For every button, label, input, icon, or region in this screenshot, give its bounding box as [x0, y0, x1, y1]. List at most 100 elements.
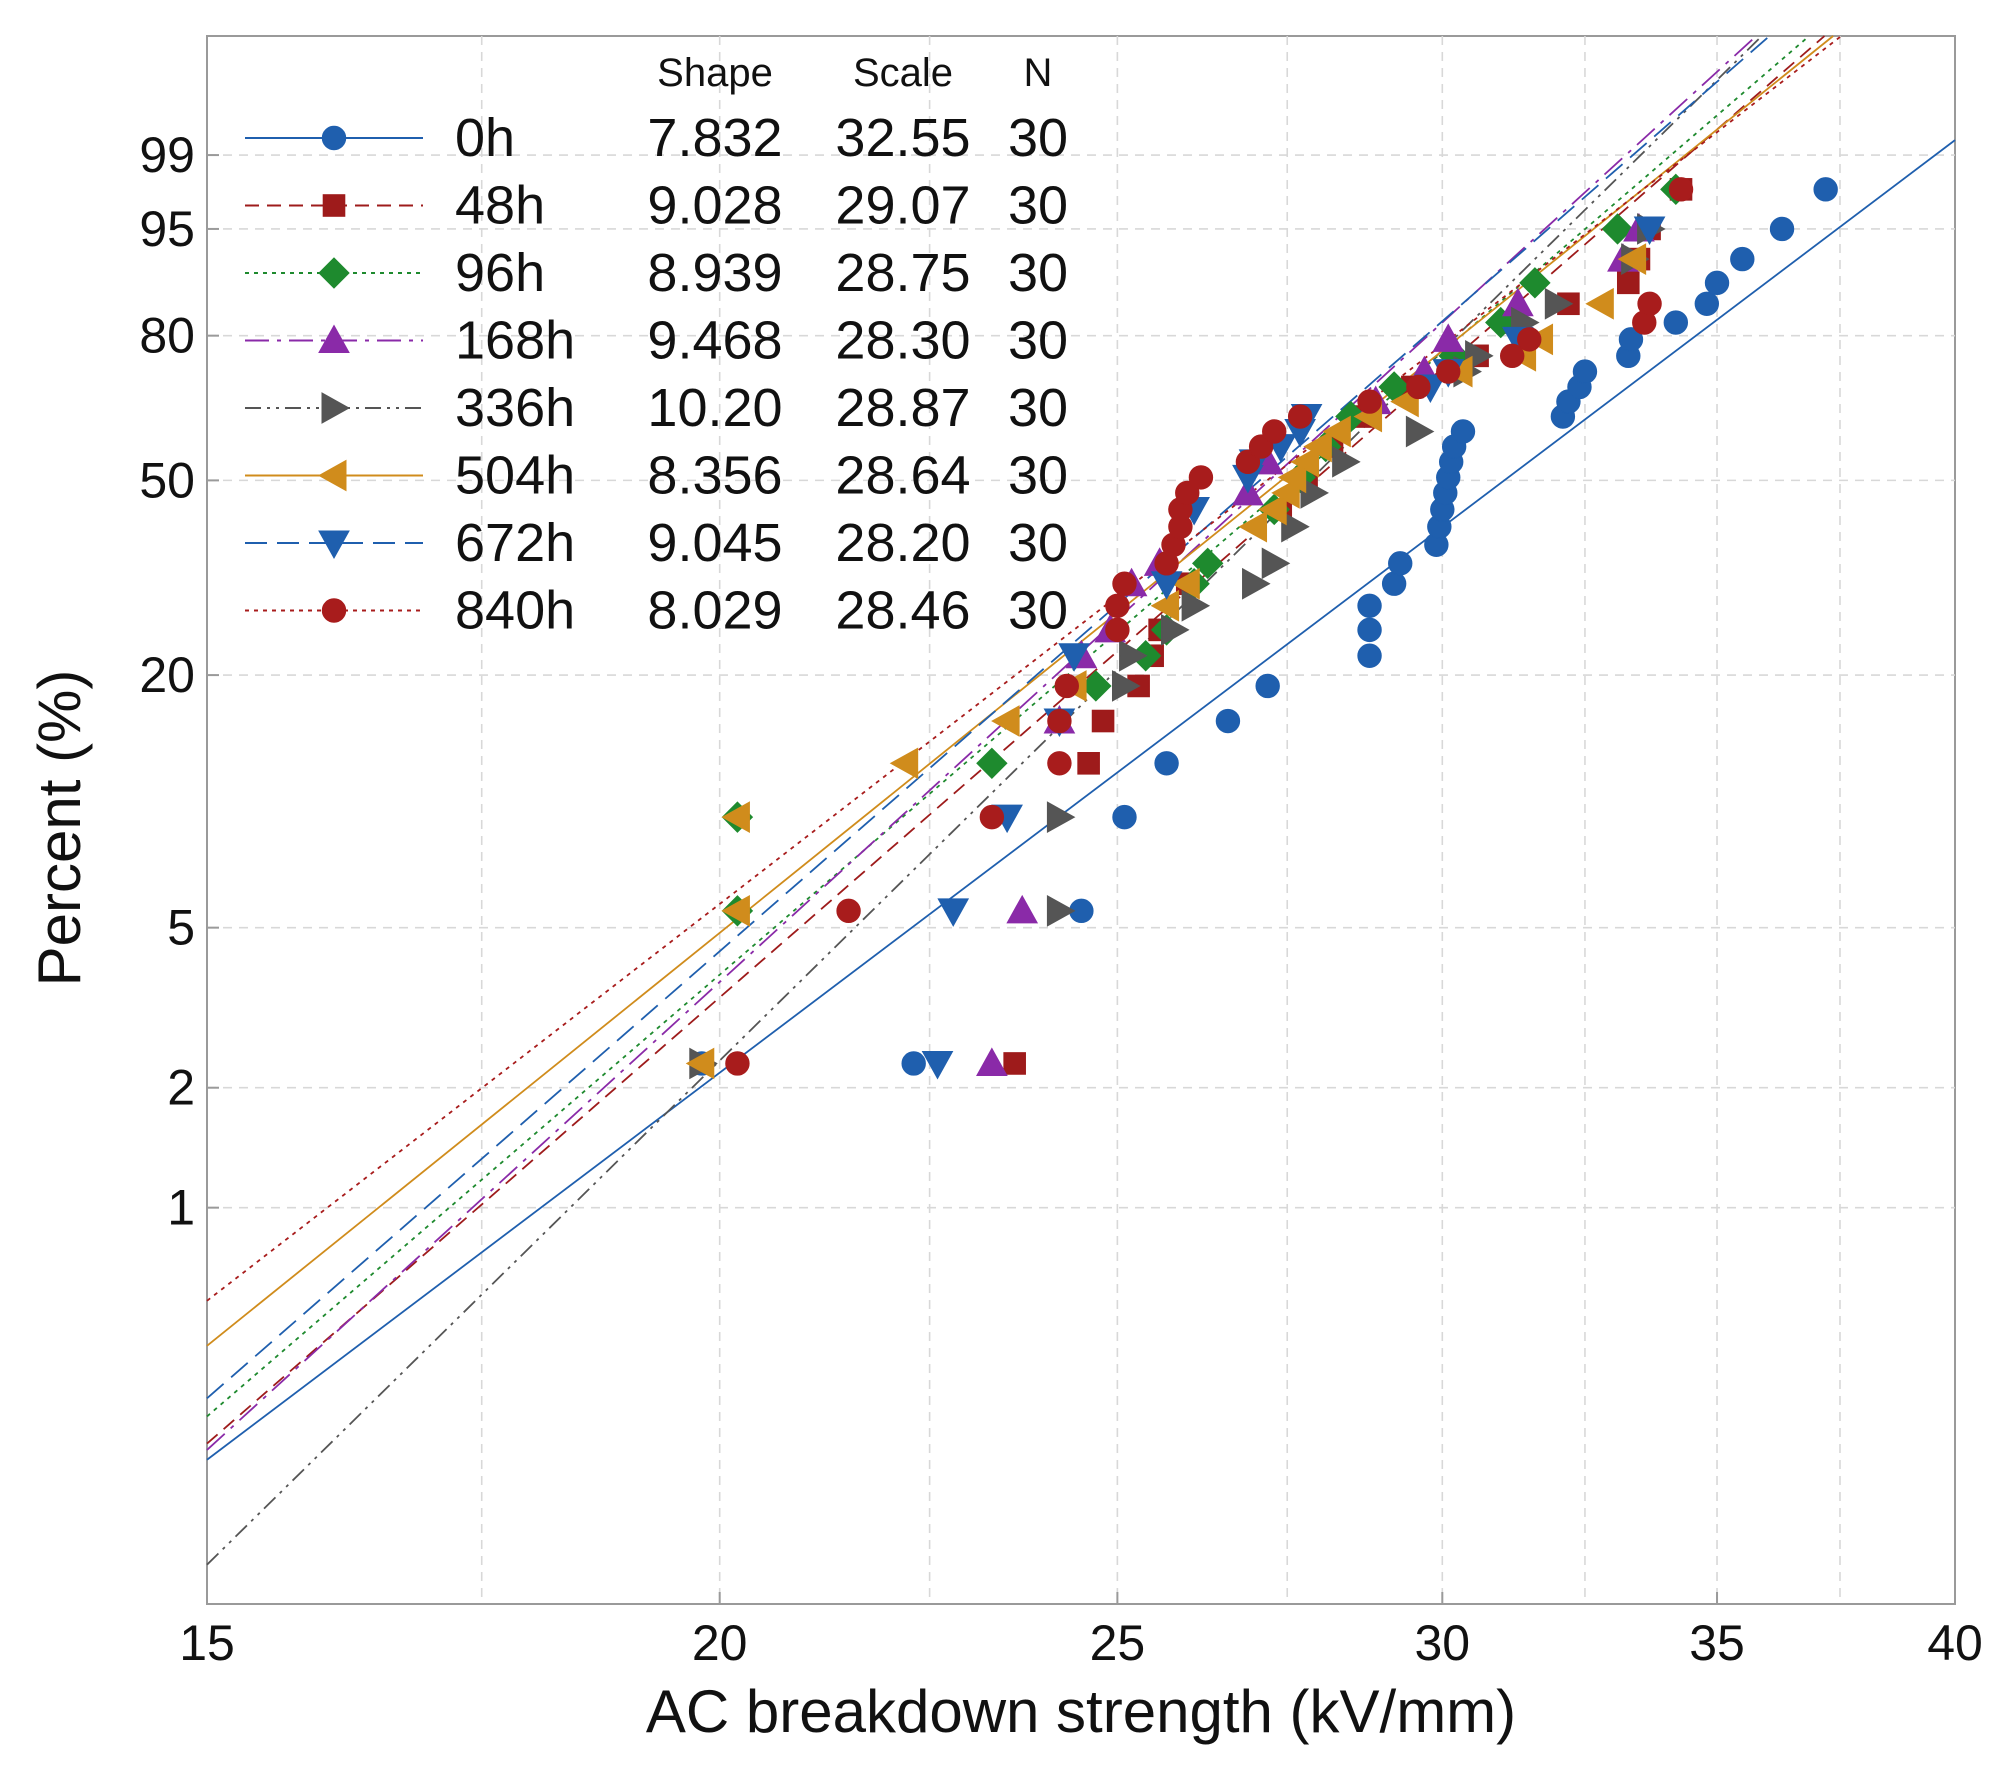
- point-0h: [1694, 291, 1720, 316]
- y-tick-label: 1: [167, 1180, 195, 1236]
- point-840h: [725, 1051, 750, 1076]
- legend-label: 840h: [455, 581, 575, 641]
- y-tick-label: 50: [139, 452, 195, 508]
- point-840h: [836, 898, 861, 924]
- point-336h: [1181, 589, 1211, 622]
- point-336h: [1161, 614, 1190, 646]
- point-0h: [1450, 419, 1476, 444]
- legend-n-value: 30: [1008, 446, 1068, 506]
- point-96h: [1519, 267, 1551, 299]
- y-tick-label: 2: [167, 1060, 195, 1116]
- point-672h: [1058, 643, 1090, 672]
- point-504h: [1258, 493, 1287, 526]
- legend-marker-840h: [321, 598, 347, 623]
- point-336h: [1332, 445, 1361, 478]
- point-336h: [1242, 567, 1271, 600]
- point-336h: [1281, 510, 1310, 543]
- point-840h: [1406, 374, 1431, 400]
- y-axis-ticks: 1 2 5 20 50 80 95 99: [139, 127, 219, 1236]
- point-168h: [976, 1047, 1008, 1076]
- point-0h: [1388, 551, 1413, 576]
- legend-label: 0h: [455, 108, 515, 168]
- y-axis-label: Percent (%): [26, 670, 93, 987]
- point-672h: [937, 898, 970, 927]
- point-336h: [1119, 639, 1148, 672]
- point-504h: [1303, 430, 1332, 463]
- x-tick-label: 35: [1689, 1615, 1745, 1671]
- legend-marker-504h: [317, 459, 347, 492]
- legend-shape-value: 9.045: [647, 513, 782, 573]
- legend-n-value: 30: [1008, 243, 1068, 303]
- legend-label: 48h: [455, 176, 545, 236]
- point-168h: [1006, 894, 1039, 924]
- legend-n-value: 30: [1008, 311, 1068, 371]
- legend-marker-48h: [322, 194, 346, 217]
- fit-line-840h: [206, 35, 1842, 1302]
- point-504h: [721, 894, 750, 927]
- fit-line-168h: [206, 35, 1757, 1451]
- point-0h: [1663, 310, 1689, 335]
- legend-shape-value: 10.20: [647, 378, 782, 438]
- fit-line-504h: [206, 35, 1834, 1347]
- point-336h: [1111, 670, 1141, 702]
- point-504h: [1150, 589, 1180, 622]
- legend-scale-value: 29.07: [835, 176, 970, 236]
- plot-frame: [206, 35, 1956, 1605]
- point-504h: [1238, 510, 1268, 543]
- point-0h: [1215, 708, 1241, 734]
- x-tick-label: 25: [1090, 1615, 1146, 1671]
- legend-scale-value: 28.64: [835, 446, 970, 506]
- point-336h: [1046, 894, 1076, 927]
- legend-shape-value: 9.028: [647, 176, 782, 236]
- fit-line-96h: [206, 35, 1810, 1418]
- point-48h: [1616, 271, 1640, 295]
- point-0h: [901, 1051, 926, 1076]
- point-0h: [1357, 617, 1382, 643]
- legend-n-value: 30: [1008, 176, 1068, 236]
- point-504h: [1617, 243, 1647, 275]
- fit-line-48h: [206, 35, 1826, 1445]
- legend-shape-value: 7.832: [647, 108, 782, 168]
- legend-label: 504h: [455, 446, 575, 506]
- fit-line-336h: [206, 35, 1763, 1566]
- point-96h: [1192, 547, 1224, 580]
- point-840h: [1112, 571, 1137, 596]
- point-48h: [1091, 709, 1115, 733]
- x-tick-label: 15: [179, 1615, 235, 1671]
- legend-marker-96h: [318, 257, 350, 289]
- legend-scale-value: 28.30: [835, 311, 970, 371]
- point-840h: [1668, 177, 1694, 202]
- legend-header-n: N: [1024, 51, 1053, 95]
- y-tick-label: 20: [139, 647, 195, 703]
- legend-n-value: 30: [1008, 378, 1068, 438]
- fit-line-0h: [206, 139, 1956, 1461]
- point-840h: [1500, 343, 1525, 369]
- legend-scale-value: 32.55: [835, 108, 970, 168]
- legend-label: 672h: [455, 513, 575, 573]
- point-504h: [1277, 461, 1307, 494]
- legend-scale-value: 28.87: [835, 378, 970, 438]
- point-0h: [1730, 246, 1755, 272]
- point-840h: [979, 804, 1005, 830]
- point-0h: [1813, 177, 1838, 202]
- point-0h: [1154, 751, 1179, 776]
- point-504h: [721, 801, 750, 833]
- point-168h: [1432, 323, 1465, 352]
- legend-shape-value: 8.029: [647, 581, 782, 641]
- point-840h: [1517, 327, 1542, 352]
- point-504h: [1585, 287, 1614, 320]
- point-0h: [1381, 571, 1407, 596]
- legend-scale-value: 28.75: [835, 243, 970, 303]
- point-504h: [889, 747, 919, 780]
- legend-header-shape: Shape: [657, 51, 773, 95]
- point-336h: [1405, 415, 1435, 448]
- legend-shape-value: 9.468: [647, 311, 782, 371]
- point-96h: [1601, 213, 1634, 245]
- point-336h: [1300, 477, 1329, 509]
- legend-n-value: 30: [1008, 581, 1068, 641]
- x-axis-ticks: 15 20 25 30 35 40: [179, 1592, 1983, 1671]
- legend-n-value: 30: [1008, 108, 1068, 168]
- legend-scale-value: 28.20: [835, 513, 970, 573]
- point-48h: [1077, 752, 1100, 775]
